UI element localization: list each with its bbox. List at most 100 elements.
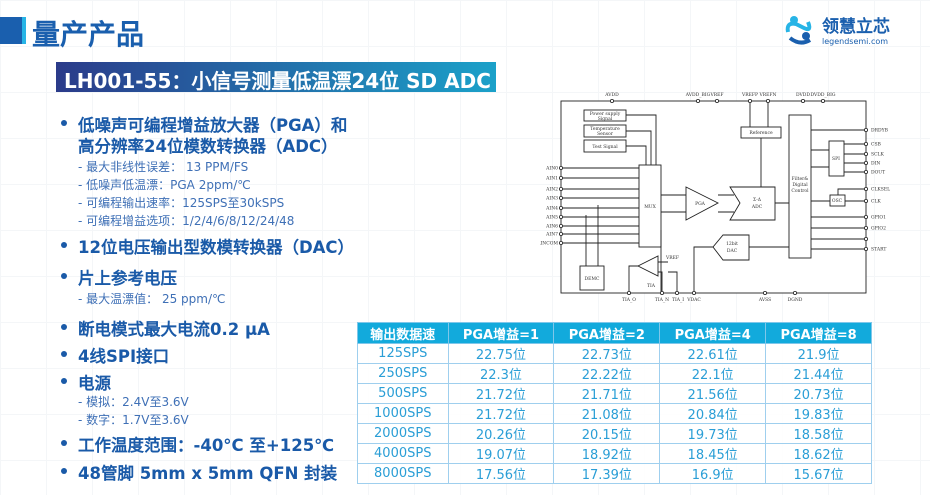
bullet-spi: 4线SPI接口 xyxy=(78,347,170,366)
input-pin xyxy=(559,195,564,200)
table-row: 1000SPS 21.72位 21.08位 20.84位 19.83位 xyxy=(357,403,872,424)
logo-text: 领慧立芯 xyxy=(822,16,890,37)
input-label: AIN7 xyxy=(545,232,558,238)
bullet-dot xyxy=(61,440,67,446)
output-pin xyxy=(864,141,869,146)
output-pin xyxy=(864,214,869,219)
pin-label: VREFN xyxy=(759,92,777,98)
input-pin xyxy=(559,214,564,219)
bullet-dot xyxy=(61,468,67,474)
pin-label: DVDD_BIG xyxy=(811,92,836,98)
input-pin xyxy=(559,186,564,191)
pin-label: TIA_O xyxy=(622,297,636,303)
output-label: DOUT xyxy=(871,170,885,176)
input-pin xyxy=(559,205,564,210)
output-pin xyxy=(864,169,869,174)
pin-label: AVSS xyxy=(758,297,771,303)
table-cell: 21.56位 xyxy=(659,383,767,404)
bullet-temperature: 工作温度范围：-40°C 至+125℃ xyxy=(78,436,335,455)
table-cell: 20.26位 xyxy=(447,423,555,444)
block-label: Digital xyxy=(792,182,808,188)
table-cell: 2000SPS xyxy=(357,423,449,444)
table-header-row: 输出数据速 PGA增益=1 PGA增益=2 PGA增益=4 PGA增益=8 xyxy=(357,322,872,344)
block-label: MUX xyxy=(644,204,656,210)
table-cell: 21.71位 xyxy=(553,383,661,404)
bullet-pga-adc-cont: 高分辨率24位模数转换器（ADC） xyxy=(78,137,338,156)
pin-label: AVDD xyxy=(604,92,619,98)
table-cell: 21.44位 xyxy=(765,363,872,384)
bottom-pin xyxy=(763,290,768,295)
pin-label: TIA_N xyxy=(655,297,669,303)
table-cell: 19.73位 xyxy=(659,423,767,444)
table-cell: 22.73位 xyxy=(553,343,661,364)
table-cell: 21.72位 xyxy=(447,403,555,424)
page-title: 量产产品 xyxy=(32,18,145,51)
logo-mark-icon: 领慧立芯 legendsemi.com xyxy=(785,16,890,46)
bullet-reference: 片上参考电压 xyxy=(78,269,177,288)
table-cell: 4000SPS xyxy=(357,443,449,464)
table-row: 250SPS 22.3位 22.22位 22.1位 21.44位 xyxy=(357,363,872,384)
pin-label: AVDD_BIG xyxy=(685,92,711,98)
column-header: PGA增益=1 xyxy=(447,322,555,344)
table-cell: 21.72位 xyxy=(447,383,555,404)
tia-block xyxy=(636,255,659,277)
block-diagram: AVDD AVDD_BIG VREF VREFP VREFN DVDD DVDD… xyxy=(540,92,890,303)
table-cell: 1000SPS xyxy=(357,403,449,424)
input-label: AIN0 xyxy=(545,166,558,172)
sub-bullet: - 低噪声低温漂：PGA 2ppm/℃ xyxy=(78,178,251,192)
title-accent-strip xyxy=(22,17,26,44)
pin-label: VREF xyxy=(709,92,723,98)
sub-bullet: - 模拟：2.4V至3.6V xyxy=(78,395,189,409)
sub-bullet: - 最大温漂值： 25 ppm/℃ xyxy=(78,292,226,306)
supply-pin xyxy=(801,99,806,104)
table-cell: 17.39位 xyxy=(553,463,661,484)
bullet-dot xyxy=(61,378,67,384)
output-pin xyxy=(864,198,869,203)
bullet-dot xyxy=(61,324,67,330)
table-cell: 20.15位 xyxy=(553,423,661,444)
sub-bullet: - 可编程输出速率：125SPS至30kSPS xyxy=(78,196,285,210)
sub-bullet: - 最大非线性误差： 13 PPM/FS xyxy=(78,160,249,174)
input-pin xyxy=(559,175,564,180)
input-label: AIN2 xyxy=(545,187,558,193)
output-label: GPIO1 xyxy=(871,215,886,221)
logo-url: legendsemi.com xyxy=(822,37,888,46)
block-label: VREF xyxy=(665,255,679,261)
table-cell: 22.61位 xyxy=(659,343,767,364)
input-label: AIN5 xyxy=(545,215,558,221)
bullet-package: 48管脚 5mm x 5mm QFN 封装 xyxy=(78,464,338,483)
column-header: 输出数据速 xyxy=(357,322,449,344)
table-cell: 15.67位 xyxy=(765,463,872,484)
output-pin xyxy=(864,225,869,230)
input-label: AIN6 xyxy=(545,224,558,230)
column-header: PGA增益=8 xyxy=(765,322,872,344)
bullet-dot xyxy=(61,351,67,357)
table-cell: 18.62位 xyxy=(765,443,872,464)
block-label: Power supply xyxy=(590,111,621,117)
output-label: CSB xyxy=(871,142,882,148)
sub-bullet: - 数字：1.7V至3.6V xyxy=(78,413,189,427)
block-label: DEMC xyxy=(585,276,601,282)
output-label: SCLK xyxy=(871,152,885,158)
block-label: Temperature xyxy=(590,126,620,132)
pga-block xyxy=(685,186,719,221)
bottom-pin xyxy=(627,290,632,295)
block-label: Sensor xyxy=(597,131,614,137)
block-label: ADC xyxy=(751,204,763,210)
pin-label: VREFP xyxy=(741,92,758,98)
output-label: DIN xyxy=(871,161,880,167)
block-label: DAC xyxy=(727,248,738,254)
output-label: START xyxy=(871,247,886,253)
table-cell: 21.08位 xyxy=(553,403,661,424)
block-label: OSC xyxy=(832,198,843,204)
bullet-dac: 12位电压输出型数模转换器（DAC） xyxy=(78,238,355,257)
table-cell: 17.56位 xyxy=(447,463,555,484)
pin-label: DGND xyxy=(788,297,803,303)
table-row: 8000SPS 17.56位 17.39位 16.9位 15.67位 xyxy=(357,463,872,484)
output-pin xyxy=(864,246,869,251)
table-cell: 22.3位 xyxy=(447,363,555,384)
table-cell: 18.58位 xyxy=(765,423,872,444)
table-cell: 20.84位 xyxy=(659,403,767,424)
bullet-power-supply: 电源 xyxy=(78,374,111,393)
resolution-table: 输出数据速 PGA增益=1 PGA增益=2 PGA增益=4 PGA增益=8 125SPS… xyxy=(357,322,872,484)
